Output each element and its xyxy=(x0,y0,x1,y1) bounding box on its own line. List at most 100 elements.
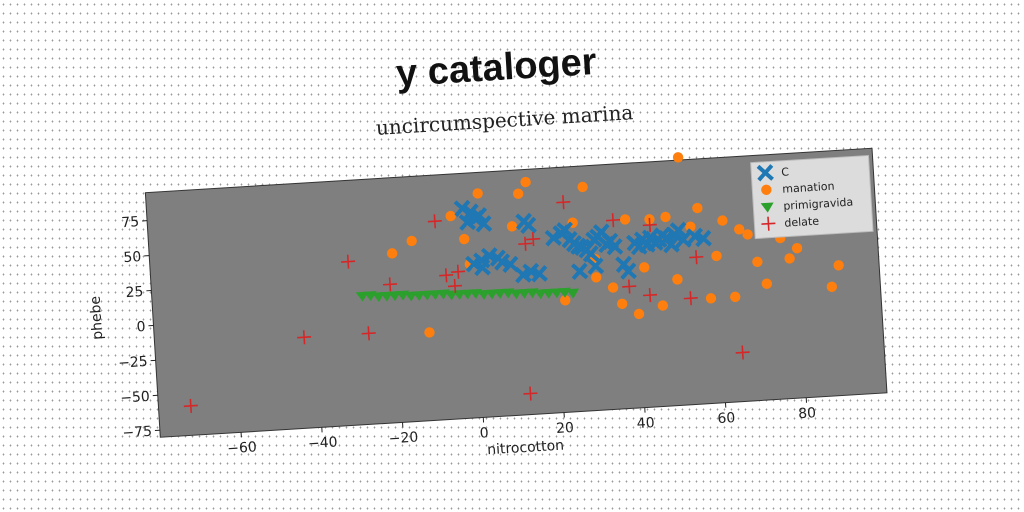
data-point xyxy=(683,291,698,306)
data-point xyxy=(477,289,491,300)
data-point xyxy=(689,250,704,265)
data-point xyxy=(541,288,555,299)
data-point xyxy=(556,195,571,210)
data-point xyxy=(826,281,838,292)
data-point xyxy=(694,229,712,248)
data-point xyxy=(660,211,671,223)
series-primigravida xyxy=(355,287,580,303)
data-point xyxy=(657,300,669,311)
data-point xyxy=(472,188,483,199)
x-axis: −60 −40 −20 0 20 40 60 80 xyxy=(227,397,817,457)
data-point xyxy=(513,188,524,199)
x-tick-label: 60 xyxy=(717,410,736,427)
series-C xyxy=(453,199,712,284)
data-point xyxy=(571,262,589,280)
data-point xyxy=(517,288,531,299)
y-axis-label: phebe xyxy=(88,295,107,340)
data-point xyxy=(526,232,541,247)
data-point xyxy=(489,249,507,267)
data-point xyxy=(462,203,480,221)
data-point xyxy=(711,250,722,262)
data-point xyxy=(453,199,472,218)
data-point xyxy=(501,255,520,273)
chart-title: uncircumspective marina xyxy=(375,100,634,140)
data-point xyxy=(518,236,533,251)
legend-label: manation xyxy=(782,180,835,196)
data-point xyxy=(717,215,728,226)
data-point xyxy=(591,272,602,283)
data-point xyxy=(451,264,466,279)
data-point xyxy=(619,262,637,280)
data-point xyxy=(672,152,684,163)
data-point xyxy=(183,398,198,413)
data-point xyxy=(605,213,621,228)
data-point xyxy=(685,221,696,232)
data-point xyxy=(669,221,688,239)
data-point xyxy=(460,289,474,300)
data-point xyxy=(509,289,523,300)
y-tick-label: 75 xyxy=(121,214,140,231)
data-point xyxy=(549,288,563,299)
data-point xyxy=(692,202,703,214)
legend-label: C xyxy=(781,165,790,178)
data-point xyxy=(473,251,491,270)
data-point xyxy=(439,268,454,283)
data-point xyxy=(742,229,753,240)
data-point xyxy=(662,236,680,254)
data-point xyxy=(639,262,650,273)
data-point xyxy=(445,210,456,222)
legend-label: primigravida xyxy=(783,196,854,213)
legend-marker xyxy=(761,184,772,195)
data-point xyxy=(355,291,369,302)
x-tick-label: 40 xyxy=(636,415,655,432)
data-point xyxy=(622,279,637,294)
data-point xyxy=(674,231,692,249)
data-point xyxy=(404,291,418,302)
legend-label: delate xyxy=(784,215,820,230)
data-point xyxy=(833,260,844,271)
data-point xyxy=(556,221,574,239)
data-point xyxy=(761,278,773,289)
y-tick-label: 25 xyxy=(125,284,144,301)
data-point xyxy=(427,214,442,229)
data-point xyxy=(341,254,356,269)
y-tick-label: −50 xyxy=(120,389,150,407)
chart-suptitle: y cataloger xyxy=(395,41,598,95)
data-point xyxy=(784,253,795,264)
data-point xyxy=(522,262,540,281)
data-point xyxy=(565,234,583,253)
data-point xyxy=(615,255,633,274)
data-point xyxy=(506,221,518,232)
x-axis-label: nitrocotton xyxy=(487,438,565,459)
series-delate xyxy=(183,195,750,413)
data-point xyxy=(459,233,470,245)
x-tick-label: 80 xyxy=(798,405,817,422)
data-point xyxy=(412,290,426,302)
data-point xyxy=(616,298,628,309)
data-point xyxy=(493,288,507,299)
data-point xyxy=(379,291,393,302)
data-point xyxy=(586,257,605,275)
data-point xyxy=(388,290,402,302)
data-point xyxy=(428,289,442,301)
data-point xyxy=(752,256,763,268)
data-point xyxy=(520,176,531,188)
data-point xyxy=(361,326,376,341)
y-tick-label: 0 xyxy=(136,319,146,336)
data-point xyxy=(533,289,547,300)
y-tick-label: −25 xyxy=(118,354,148,372)
data-point xyxy=(791,243,803,254)
data-point xyxy=(297,330,312,345)
data-point xyxy=(733,224,745,235)
data-point xyxy=(406,235,417,247)
data-point xyxy=(619,214,631,225)
data-point xyxy=(474,215,493,233)
data-point xyxy=(633,308,645,320)
data-point xyxy=(672,274,683,285)
legend-marker xyxy=(761,216,776,231)
data-point xyxy=(544,229,562,247)
x-tick-label: 0 xyxy=(479,425,489,442)
y-tick-label: −75 xyxy=(122,424,152,442)
